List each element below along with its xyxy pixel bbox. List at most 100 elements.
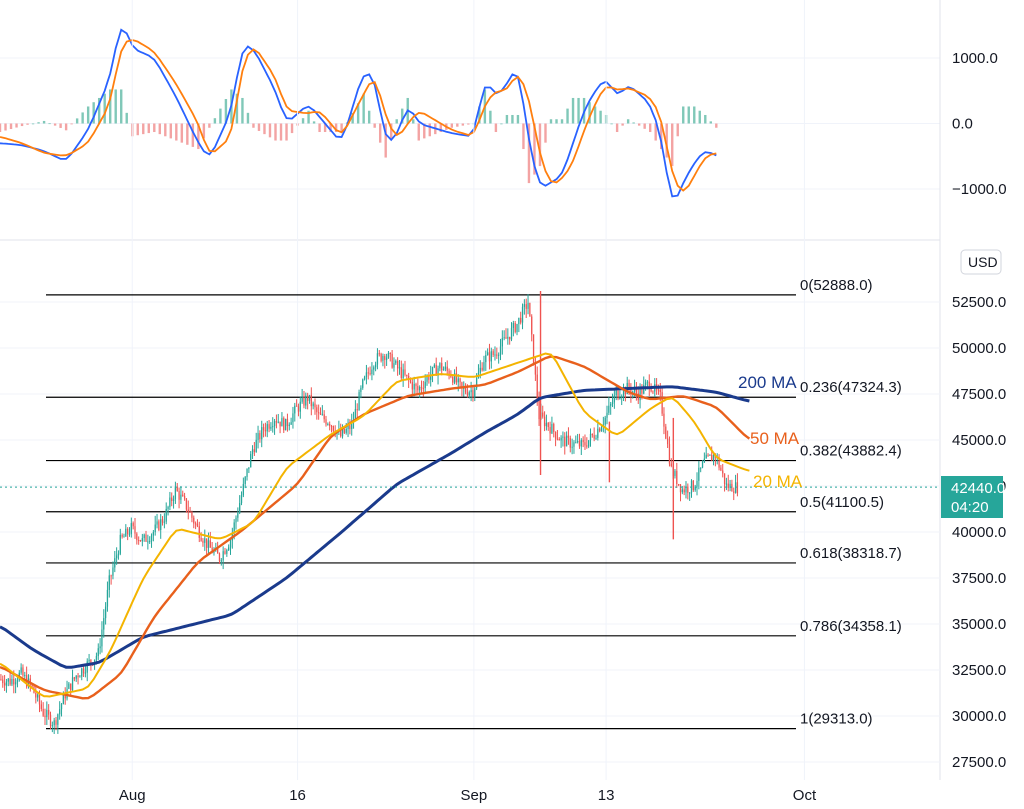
candle-body bbox=[13, 679, 15, 685]
macd-histogram-bar bbox=[494, 123, 498, 133]
macd-histogram-bar bbox=[235, 93, 239, 124]
price-tick-label: 35000.0 bbox=[952, 616, 1006, 633]
candle-body bbox=[281, 418, 283, 427]
candle-body bbox=[554, 431, 557, 439]
candle-body bbox=[562, 436, 564, 438]
price-tick-label: 27500.0 bbox=[952, 754, 1006, 771]
candle-body bbox=[295, 405, 298, 407]
candle-body bbox=[64, 693, 66, 699]
candle-body bbox=[84, 672, 87, 674]
candle-body bbox=[689, 492, 691, 494]
candle-body bbox=[240, 495, 243, 504]
candle-body bbox=[622, 388, 625, 397]
candle-body bbox=[273, 421, 276, 427]
currency-badge[interactable] bbox=[960, 249, 1002, 275]
candle-body bbox=[494, 354, 496, 356]
candle-body bbox=[435, 364, 437, 376]
candle-body bbox=[220, 560, 222, 562]
macd-histogram-bar bbox=[31, 123, 35, 125]
candle-body bbox=[727, 483, 729, 488]
candle-body bbox=[729, 483, 731, 488]
candle-body bbox=[327, 423, 329, 425]
candle-body bbox=[253, 449, 256, 453]
candle-body bbox=[470, 390, 472, 393]
candle-body bbox=[134, 526, 136, 534]
candle-body bbox=[332, 426, 334, 431]
candle-body bbox=[319, 412, 322, 415]
candle-body bbox=[608, 405, 610, 413]
price-tick-label: 32500.0 bbox=[952, 662, 1006, 679]
candle-body bbox=[610, 404, 612, 406]
candle-body bbox=[286, 418, 289, 427]
candle-body bbox=[62, 693, 65, 705]
macd-histogram-bar bbox=[478, 106, 481, 124]
macd-histogram-bar bbox=[114, 89, 117, 124]
macd-histogram-bar bbox=[450, 123, 454, 128]
candle-body bbox=[371, 369, 373, 375]
candle-body bbox=[591, 433, 593, 436]
candle-body bbox=[589, 433, 592, 441]
candle-body bbox=[244, 476, 246, 484]
candle-body bbox=[264, 430, 267, 432]
candle-body bbox=[117, 553, 120, 556]
candle-body bbox=[527, 302, 529, 309]
candle-body bbox=[88, 659, 90, 662]
macd-histogram-bar bbox=[698, 110, 701, 124]
candle-body bbox=[228, 547, 230, 551]
candle-body bbox=[733, 491, 735, 493]
ma200-line bbox=[0, 385, 750, 669]
candle-body bbox=[553, 424, 555, 432]
candle-body bbox=[450, 375, 452, 377]
price-tick-label: 52500.0 bbox=[952, 294, 1006, 311]
candle-body bbox=[200, 537, 202, 541]
macd-histogram-bar bbox=[351, 112, 354, 124]
candle-body bbox=[457, 378, 459, 383]
candle-body bbox=[248, 467, 250, 469]
candle-body bbox=[266, 424, 268, 432]
macd-histogram-bar bbox=[323, 123, 327, 133]
macd-histogram-bar bbox=[533, 123, 536, 175]
macd-histogram-bar bbox=[37, 122, 40, 124]
macd-histogram-bar bbox=[15, 123, 18, 128]
candle-body bbox=[617, 390, 619, 399]
macd-histogram-bar bbox=[356, 103, 360, 124]
candle-body bbox=[419, 387, 421, 391]
candle-body bbox=[551, 424, 553, 434]
macd-histogram-bar bbox=[682, 106, 685, 124]
candle-body bbox=[150, 535, 153, 542]
candle-body bbox=[448, 370, 450, 376]
candle-body bbox=[198, 526, 200, 538]
candle-body bbox=[567, 435, 570, 438]
candle-body bbox=[321, 414, 323, 416]
candle-body bbox=[690, 480, 693, 493]
candle-body bbox=[49, 714, 52, 726]
macd-histogram-bar bbox=[626, 119, 630, 124]
candle-body bbox=[404, 369, 406, 375]
macd-histogram-bar bbox=[279, 123, 283, 141]
macd-histogram-bar bbox=[423, 123, 426, 139]
candle-body bbox=[635, 388, 638, 394]
candle-body bbox=[657, 389, 660, 391]
price-gridlines bbox=[0, 0, 940, 780]
macd-histogram-bar bbox=[125, 112, 128, 124]
candle-body bbox=[659, 389, 661, 393]
candle-body bbox=[509, 336, 511, 340]
macd-histogram-bar bbox=[709, 121, 712, 124]
candle-body bbox=[167, 506, 169, 509]
macd-tick-label: 0.0 bbox=[952, 116, 973, 133]
macd-histogram-bar bbox=[318, 123, 321, 133]
time-tick-label: Oct bbox=[793, 787, 817, 804]
candle-body bbox=[565, 435, 568, 447]
candle-body bbox=[38, 694, 41, 705]
candle-body bbox=[242, 483, 245, 496]
macd-histogram-bar bbox=[175, 123, 178, 141]
candle-body bbox=[666, 438, 669, 445]
candle-body bbox=[518, 317, 520, 324]
price-tick-label: 45000.0 bbox=[952, 432, 1006, 449]
candle-body bbox=[678, 484, 680, 486]
candle-body bbox=[431, 366, 434, 375]
macd-histogram-bar bbox=[164, 123, 167, 137]
candle-body bbox=[722, 470, 724, 474]
candle-body bbox=[595, 437, 597, 439]
